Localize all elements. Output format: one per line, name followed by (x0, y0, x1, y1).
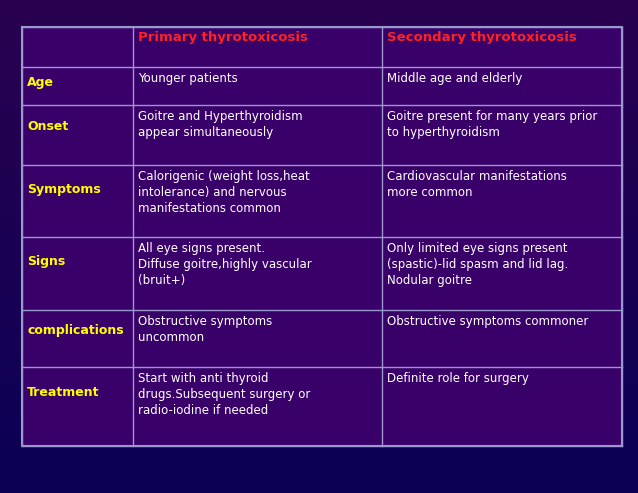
Text: Primary thyrotoxicosis: Primary thyrotoxicosis (138, 31, 308, 44)
Text: Treatment: Treatment (27, 387, 100, 399)
Text: Goitre and Hyperthyroidism
appear simultaneously: Goitre and Hyperthyroidism appear simult… (138, 109, 303, 139)
Text: Start with anti thyroid
drugs.Subsequent surgery or
radio-iodine if needed: Start with anti thyroid drugs.Subsequent… (138, 372, 311, 417)
Text: Secondary thyrotoxicosis: Secondary thyrotoxicosis (387, 31, 577, 44)
Text: Middle age and elderly: Middle age and elderly (387, 72, 523, 85)
Text: Obstructive symptoms commoner: Obstructive symptoms commoner (387, 315, 588, 328)
Text: Signs: Signs (27, 255, 66, 268)
Text: complications: complications (27, 324, 124, 337)
Text: Onset: Onset (27, 120, 68, 133)
Text: Symptoms: Symptoms (27, 183, 101, 196)
Text: Cardiovascular manifestations
more common: Cardiovascular manifestations more commo… (387, 171, 567, 199)
Text: Age: Age (27, 76, 54, 89)
Text: Only limited eye signs present
(spastic)-lid spasm and lid lag.
Nodular goitre: Only limited eye signs present (spastic)… (387, 242, 568, 286)
Bar (22, 27, 622, 446)
Text: Goitre present for many years prior
to hyperthyroidism: Goitre present for many years prior to h… (387, 109, 598, 139)
Text: Obstructive symptoms
uncommon: Obstructive symptoms uncommon (138, 315, 272, 344)
Text: All eye signs present.
Diffuse goitre,highly vascular
(bruit+): All eye signs present. Diffuse goitre,hi… (138, 242, 312, 286)
Text: Definite role for surgery: Definite role for surgery (387, 372, 529, 385)
Text: Younger patients: Younger patients (138, 72, 238, 85)
Text: Calorigenic (weight loss,heat
intolerance) and nervous
manifestations common: Calorigenic (weight loss,heat intoleranc… (138, 171, 310, 215)
